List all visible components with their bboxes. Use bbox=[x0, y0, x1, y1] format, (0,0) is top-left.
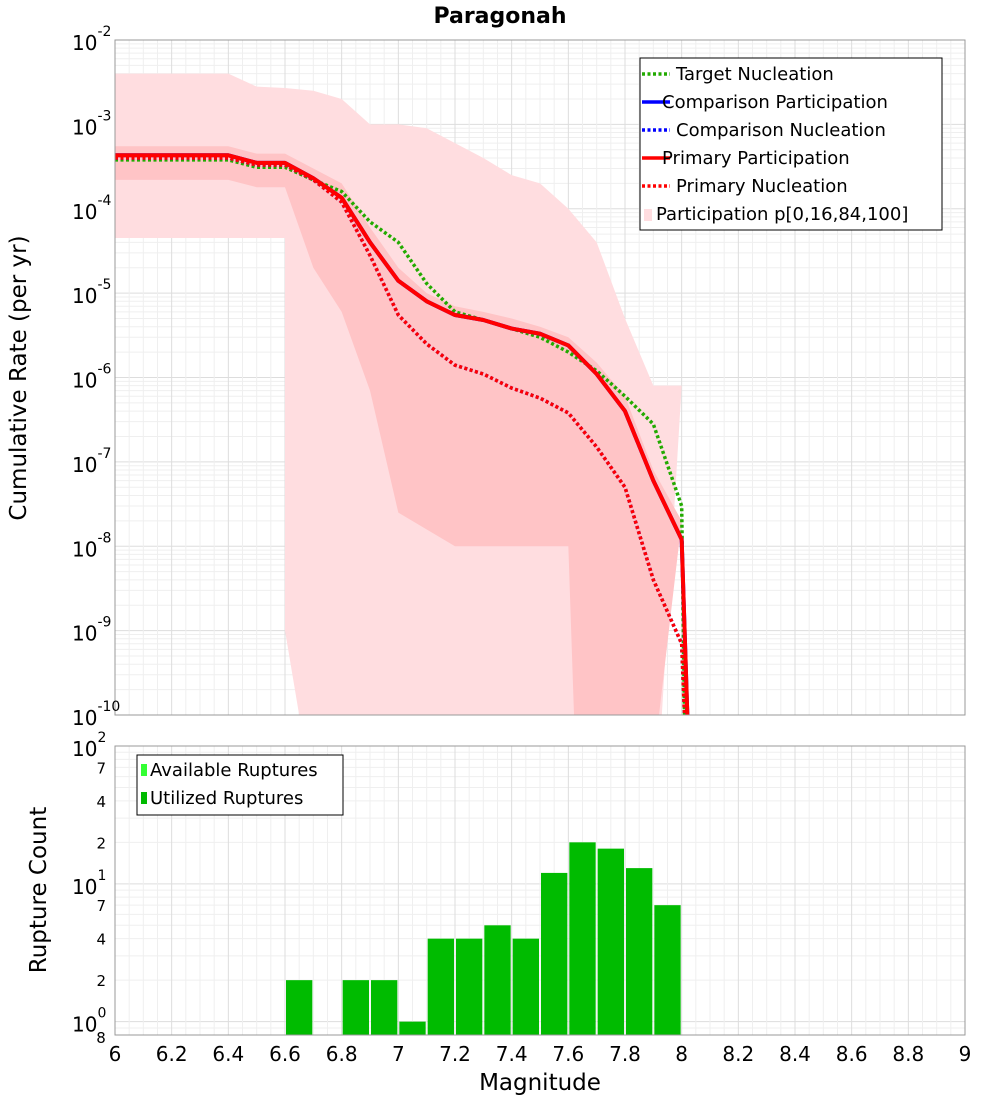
x-tick-label: 6 bbox=[109, 1042, 122, 1066]
bar-utilized-ruptures bbox=[427, 938, 454, 1035]
legend-label: Comparison Participation bbox=[662, 92, 888, 113]
top-y-tick-label: 10-5 bbox=[72, 277, 111, 308]
bottom-y-decade-label: 100 bbox=[72, 1006, 106, 1037]
top-y-tick-label: 10-8 bbox=[72, 530, 111, 561]
top-legend-box bbox=[639, 57, 943, 231]
bottom-y-tick-labels: 2 4 7 2 4 7 100 101 102 8 bbox=[72, 730, 106, 1047]
chart-title: Paragonah bbox=[433, 4, 566, 29]
x-tick-label: 9 bbox=[959, 1042, 972, 1066]
bottom-y-tick-label: 7 bbox=[96, 759, 106, 777]
x-tick-label: 7.6 bbox=[552, 1042, 584, 1066]
bar-utilized-ruptures bbox=[626, 868, 653, 1035]
series-target-nucleation bbox=[115, 158, 687, 716]
bar-utilized-ruptures bbox=[286, 980, 313, 1035]
legend-label: Primary Participation bbox=[662, 148, 850, 169]
bar-utilized-ruptures bbox=[484, 925, 511, 1035]
bar-utilized-ruptures bbox=[512, 938, 539, 1035]
series-primary-participation bbox=[115, 153, 690, 716]
bar-utilized-ruptures bbox=[371, 980, 398, 1035]
legend-label: Target Nucleation bbox=[675, 64, 834, 85]
legend-swatch-patch bbox=[644, 209, 652, 221]
x-tick-label: 7.4 bbox=[496, 1042, 528, 1066]
x-tick-label: 7 bbox=[392, 1042, 405, 1066]
x-tick-label: 8 bbox=[675, 1042, 688, 1066]
top-bands bbox=[115, 73, 682, 716]
top-y-tick-label: 10-10 bbox=[72, 699, 120, 730]
top-plot-frame bbox=[114, 39, 966, 716]
top-y-tick-label: 10-2 bbox=[72, 24, 111, 55]
x-tick-label: 6.6 bbox=[269, 1042, 301, 1066]
legend-label: Available Ruptures bbox=[150, 760, 318, 781]
x-tick-label: 8.6 bbox=[836, 1042, 868, 1066]
bottom-y-axis-label: Rupture Count bbox=[26, 807, 52, 973]
top-y-tick-label: 10-6 bbox=[72, 362, 112, 393]
legend-label: Primary Nucleation bbox=[676, 176, 848, 197]
top-y-tick-label: 10-9 bbox=[72, 615, 111, 646]
top-y-tick-label: 10-3 bbox=[72, 108, 111, 139]
x-tick-label: 6.2 bbox=[156, 1042, 188, 1066]
legend-swatch-bar bbox=[141, 792, 147, 804]
top-y-tick-label: 10-7 bbox=[72, 446, 111, 477]
bar-utilized-ruptures bbox=[456, 938, 483, 1035]
x-axis-label: Magnitude bbox=[479, 1070, 601, 1096]
bottom-bars bbox=[286, 842, 681, 1035]
top-y-tick-labels: 10-2 10-3 10-4 10-5 10-6 10-7 10-8 10-9 10-10 bbox=[72, 24, 120, 730]
bottom-legend: Available Ruptures Utilized Ruptures bbox=[136, 754, 344, 816]
x-tick-label: 7.2 bbox=[439, 1042, 471, 1066]
bottom-y-bottom-label: 8 bbox=[96, 1029, 106, 1047]
bottom-y-tick-label: 2 bbox=[96, 834, 106, 852]
band-p16-p84 bbox=[115, 146, 682, 716]
x-tick-label: 7.8 bbox=[609, 1042, 641, 1066]
bar-utilized-ruptures bbox=[597, 848, 624, 1035]
x-tick-label: 6.4 bbox=[212, 1042, 244, 1066]
bottom-plot-frame bbox=[114, 745, 966, 1036]
bar-utilized-ruptures bbox=[569, 842, 596, 1035]
bottom-y-tick-label: 2 bbox=[96, 972, 106, 990]
bottom-y-tick-label: 4 bbox=[96, 931, 106, 949]
x-tick-label: 8.2 bbox=[722, 1042, 754, 1066]
top-y-axis-label: Cumulative Rate (per yr) bbox=[6, 235, 32, 520]
bar-utilized-ruptures bbox=[654, 905, 681, 1035]
bottom-y-tick-label: 4 bbox=[96, 793, 106, 811]
x-tick-label: 8.4 bbox=[779, 1042, 811, 1066]
legend-label: Participation p[0,16,84,100] bbox=[656, 204, 908, 225]
bottom-plot: 2 4 7 2 4 7 100 101 102 8 6 6.2 6.4 6.6 6.8 7 7.2 7.4 7.6… bbox=[72, 730, 971, 1066]
bar-utilized-ruptures bbox=[399, 1021, 426, 1035]
legend-label: Comparison Nucleation bbox=[676, 120, 886, 141]
top-series-lines bbox=[115, 153, 690, 716]
bottom-legend-box bbox=[136, 754, 344, 816]
bottom-y-decade-label: 101 bbox=[72, 868, 106, 899]
x-tick-label: 6.8 bbox=[326, 1042, 358, 1066]
top-y-tick-label: 10-4 bbox=[72, 193, 112, 224]
legend-label: Utilized Ruptures bbox=[150, 788, 303, 809]
bottom-y-decade-label: 102 bbox=[72, 730, 106, 761]
legend-swatch-bar bbox=[141, 764, 147, 776]
top-plot: 10-2 10-3 10-4 10-5 10-6 10-7 10-8 10-9 10-10 Ta… bbox=[72, 24, 966, 730]
series-primary-nucleation bbox=[115, 156, 687, 716]
bar-utilized-ruptures bbox=[342, 980, 369, 1035]
x-tick-labels: 6 6.2 6.4 6.6 6.8 7 7.2 7.4 7.6 7.8 8 8.2 8.4 8.6 8.8 9 bbox=[109, 1042, 972, 1066]
x-tick-label: 8.8 bbox=[892, 1042, 924, 1066]
bar-utilized-ruptures bbox=[541, 872, 568, 1035]
top-legend: Target Nucleation Comparison Participatio… bbox=[639, 57, 943, 231]
bottom-y-tick-label: 7 bbox=[96, 897, 106, 915]
